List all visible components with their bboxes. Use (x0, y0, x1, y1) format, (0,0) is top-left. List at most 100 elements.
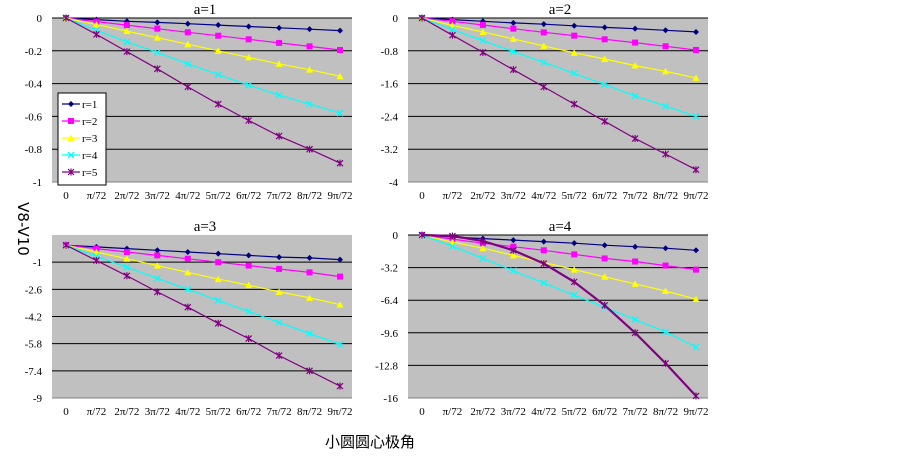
data-point (601, 255, 608, 262)
chart-panel-2: 0 -0.8 -1.6 -2.4 -3.2 -4 0 π/72 2π/72 3π/72 4π/72 5… (381, 2, 709, 202)
data-point (276, 39, 283, 46)
data-point (662, 67, 670, 75)
data-point (631, 329, 639, 337)
x-tick-label: 0 (63, 406, 69, 418)
x-tick-label: 6π/72 (236, 190, 261, 202)
data-point (275, 318, 283, 326)
data-point (662, 287, 670, 295)
x-tick-label: 5π/72 (206, 190, 231, 202)
data-point (570, 100, 578, 108)
data-point (276, 265, 283, 272)
data-point (631, 135, 639, 143)
data-point (479, 244, 487, 252)
x-tick-label: 8π/72 (297, 406, 322, 418)
data-point (153, 48, 161, 56)
data-point (509, 66, 517, 74)
y-tick-label: -0.2 (25, 46, 42, 58)
data-point (479, 254, 487, 262)
legend-marker (68, 118, 74, 124)
data-point (154, 19, 161, 26)
y-tick-label: -2.6 (25, 284, 43, 296)
data-point (275, 288, 283, 295)
data-point (336, 72, 344, 80)
y-tick-label: -6.4 (381, 295, 399, 307)
chart-panels: 0 -0.2 -0.4 -0.6 -0.8 -1 0 π/72 2π/72 3π/72 4π/72 5… (25, 2, 709, 418)
data-point (245, 81, 253, 89)
y-tick-label: -12.8 (375, 360, 398, 372)
data-point (123, 248, 130, 255)
data-point (306, 66, 314, 73)
x-tick-label: 4π/72 (175, 190, 200, 202)
data-point (306, 100, 314, 108)
data-point (448, 21, 456, 29)
data-point (276, 24, 283, 31)
y-tick-label: -2.4 (381, 111, 399, 123)
x-tick-label: 4π/72 (175, 406, 200, 418)
data-point (509, 48, 517, 56)
series-r4 (418, 231, 700, 351)
data-point (632, 25, 639, 32)
data-point (540, 58, 548, 66)
y-tick-label: -1 (33, 177, 42, 189)
data-point (692, 392, 700, 400)
data-point (92, 248, 100, 255)
data-point (509, 35, 517, 42)
x-tick-label: 2π/72 (114, 406, 139, 418)
data-point (245, 281, 253, 289)
x-tick-label: 3π/72 (145, 406, 170, 418)
chart-title: a=4 (549, 219, 572, 235)
x-tick-label: 5π/72 (206, 406, 231, 418)
series-line (65, 17, 341, 32)
data-point (245, 307, 253, 315)
legend-entry: r=2 (62, 116, 97, 128)
data-point (601, 80, 609, 88)
x-tick-label: 7π/72 (267, 190, 292, 202)
data-point (479, 48, 487, 56)
series-r2 (419, 15, 699, 53)
data-point (245, 262, 252, 269)
data-point (601, 242, 608, 249)
series-line (65, 244, 341, 346)
series-r3 (62, 14, 344, 80)
data-point (184, 60, 192, 68)
data-point (245, 36, 252, 43)
y-tick-label: 0 (37, 13, 43, 25)
data-point (306, 43, 313, 50)
data-point (601, 55, 609, 62)
data-point (510, 237, 517, 244)
data-point (306, 145, 313, 153)
x-tick-label: 7π/72 (623, 406, 648, 418)
y-axis-label: V8-V10 (14, 202, 32, 256)
legend-entry: r=3 (62, 133, 98, 145)
y-tick-label: -0.8 (381, 46, 399, 58)
y-tick-label: -16 (383, 393, 398, 405)
data-point (275, 60, 283, 67)
data-point (571, 32, 578, 39)
x-tick-label: 4π/72 (531, 406, 556, 418)
data-point (123, 38, 131, 46)
data-point (306, 294, 314, 301)
y-tick-label: -9.6 (381, 328, 399, 340)
data-point (510, 25, 517, 32)
data-point (336, 159, 344, 167)
data-point (662, 245, 669, 252)
data-point (693, 247, 699, 254)
series-line (65, 17, 341, 164)
data-point (662, 359, 669, 367)
x-tick-label: 4π/72 (531, 190, 556, 202)
x-tick-label: 8π/72 (297, 190, 322, 202)
data-point (601, 36, 608, 43)
series-line (421, 234, 697, 271)
data-point (62, 241, 70, 249)
data-point (123, 263, 131, 271)
y-tick-label: -1 (33, 257, 42, 269)
x-tick-label: 7π/72 (267, 406, 292, 418)
data-point (214, 100, 222, 108)
chart-title: a=3 (194, 219, 217, 235)
x-tick-label: 8π/72 (653, 190, 678, 202)
data-point (479, 237, 487, 245)
series-line (421, 17, 697, 117)
data-point (509, 267, 517, 275)
